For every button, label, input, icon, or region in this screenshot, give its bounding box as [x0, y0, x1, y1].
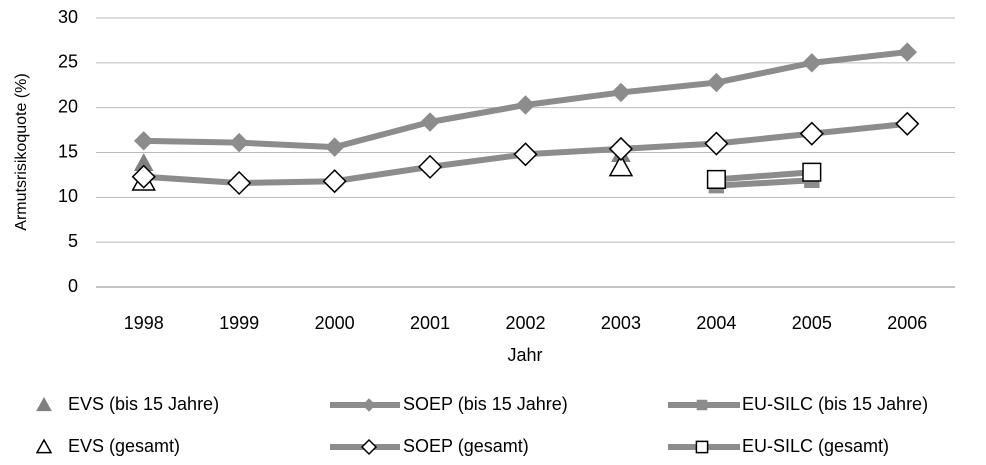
y-tick-label: 15: [58, 141, 78, 161]
x-tick-label: 1999: [219, 313, 259, 333]
data-point: [134, 131, 154, 151]
data-point: [608, 154, 634, 177]
y-tick-label: 5: [68, 231, 78, 251]
series-line: [716, 177, 813, 189]
legend-label: EVS (bis 15 Jahre): [68, 394, 219, 414]
x-tick-label: 2006: [887, 313, 927, 333]
legend-marker: [362, 398, 376, 412]
data-point: [608, 136, 634, 161]
x-tick-label: 2003: [601, 313, 641, 333]
x-axis-label: Jahr: [507, 345, 542, 365]
y-tick-label: 30: [58, 7, 78, 27]
legend-marker: [35, 438, 53, 454]
y-tick-label: 0: [68, 276, 78, 296]
x-tick-label: 2005: [792, 313, 832, 333]
series-line: [716, 169, 813, 183]
data-point: [420, 112, 440, 132]
data-point: [895, 111, 920, 136]
x-tick-label: 2000: [315, 313, 355, 333]
x-tick-label: 1998: [124, 313, 164, 333]
y-tick-label: 10: [58, 186, 78, 206]
legend-label: EU-SILC (bis 15 Jahre): [742, 394, 928, 414]
data-point: [131, 164, 156, 189]
y-axis-label: Armutsrisikoquote (%): [13, 73, 30, 230]
data-point: [704, 131, 729, 156]
legend-label: SOEP (gesamt): [403, 436, 529, 456]
data-point: [611, 82, 631, 103]
legend-label: EVS (gesamt): [68, 436, 180, 456]
data-point: [322, 169, 347, 194]
legend-marker: [696, 399, 708, 411]
legend-marker: [360, 438, 378, 456]
x-tick-label: 2002: [505, 313, 545, 333]
legend-marker: [36, 396, 52, 412]
data-point: [324, 137, 345, 157]
data-point: [799, 121, 824, 146]
data-point: [229, 132, 249, 153]
data-point: [706, 72, 727, 93]
data-point: [227, 170, 252, 196]
data-point: [897, 42, 917, 62]
data-point: [417, 154, 443, 179]
data-point: [513, 142, 538, 167]
x-tick-label: 2004: [696, 313, 736, 333]
y-tick-label: 25: [58, 52, 78, 72]
legend-label: SOEP (bis 15 Jahre): [403, 394, 568, 414]
legend-marker: [695, 440, 709, 454]
data-point: [515, 95, 536, 115]
data-point: [706, 169, 726, 189]
y-tick-label: 20: [58, 96, 78, 116]
data-point: [802, 53, 822, 73]
data-point: [802, 162, 822, 182]
x-tick-label: 2001: [410, 313, 450, 333]
legend-label: EU-SILC (gesamt): [742, 436, 889, 456]
